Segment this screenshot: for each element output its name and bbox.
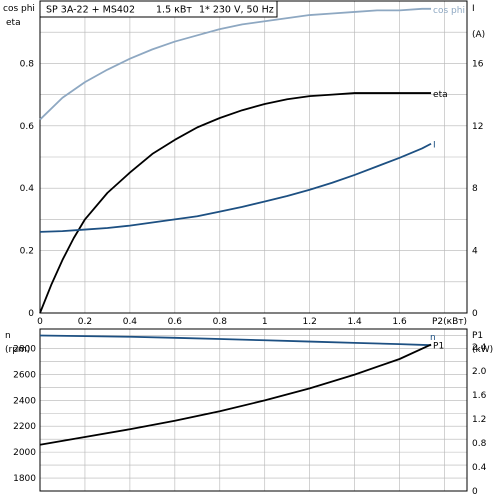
series-line-p1 [39, 343, 432, 446]
header-supply: 1* 230 V, 50 Hz [199, 5, 274, 16]
series-line-eta [39, 92, 432, 314]
bottom-plot-grid [39, 329, 467, 491]
top-right-tick-label: 16 [472, 59, 484, 69]
bottom-left-axis-label-unit: (rpm) [5, 345, 30, 355]
top-left-tick-label: 0.6 [20, 122, 35, 132]
series-line-cos-phi [39, 7, 432, 121]
series-line-n [39, 334, 432, 347]
top-right-tick-label: 0 [472, 309, 478, 319]
top-right-axis-label-unit: (A) [472, 30, 485, 40]
bottom-right-tick-label: 1.6 [472, 391, 487, 401]
bottom-left-tick-label: 2400 [13, 396, 36, 406]
top-right-tick-label: 8 [472, 184, 478, 194]
series-label-n: n [430, 333, 436, 343]
x-tick-label: 0.2 [78, 317, 92, 327]
top-plot-frame [39, 0, 468, 314]
series-label-i: I [433, 141, 436, 151]
x-tick-label: 1.4 [347, 317, 362, 327]
x-tick-label: 1 [262, 317, 268, 327]
top-left-axis-label-eta: eta [6, 18, 21, 28]
top-left-axis-label-cosphi: cos phi [3, 4, 35, 14]
bottom-left-tick-label: 2200 [13, 422, 36, 432]
x-tick-label: 0 [37, 317, 43, 327]
top-left-tick-label: 0.8 [20, 59, 35, 69]
top-left-tick-label: 0.2 [20, 247, 34, 257]
bottom-left-tick-label: 2000 [13, 448, 36, 458]
tick-labels: 0 0.2 0.4 0.6 0.8 1 1.2 1.4 1.6 0 0.2 0.4 0.6 0.8 0 4 8 1… [13, 59, 486, 497]
top-x-axis-label: P2(кВт) [432, 317, 467, 327]
header-model: SP 3A-22 + MS402 [46, 5, 135, 16]
x-tick-label: 1.6 [392, 317, 407, 327]
bottom-right-tick-label: 1.2 [472, 415, 486, 425]
bottom-right-tick-label: 0.4 [472, 463, 487, 473]
x-tick-label: 1.2 [303, 317, 317, 327]
series-lines [39, 7, 432, 446]
top-left-tick-label: 0.4 [20, 184, 35, 194]
header-power: 1.5 кВт [156, 5, 192, 16]
top-right-tick-label: 4 [472, 247, 478, 257]
bottom-right-tick-label: 2.0 [472, 367, 487, 377]
x-tick-label: 0.6 [168, 317, 183, 327]
bottom-left-axis-label-n: n [5, 331, 11, 341]
bottom-right-axis-label-p1: P1 [472, 331, 483, 341]
top-plot-grid [39, 1, 467, 313]
bottom-right-tick-label: 0 [472, 487, 478, 497]
bottom-right-axis-label-unit: (kW) [472, 345, 493, 355]
series-label-eta: eta [433, 90, 448, 100]
bottom-left-tick-label: 1800 [13, 474, 36, 484]
bottom-right-tick-label: 0.8 [472, 439, 487, 449]
bottom-left-tick-label: 2600 [13, 370, 36, 380]
series-label-cos-phi: cos phi [433, 6, 465, 16]
top-right-axis-label-i: I [472, 4, 475, 14]
x-tick-label: 0.4 [123, 317, 138, 327]
series-line-i [39, 142, 432, 233]
series-label-p1: P1 [433, 342, 444, 352]
bottom-left-tick-label: 2800 [13, 344, 36, 354]
top-left-tick-label: 0 [28, 309, 34, 319]
top-right-tick-label: 12 [472, 122, 483, 132]
x-tick-label: 0.8 [213, 317, 228, 327]
bottom-plot-frame [39, 328, 468, 492]
bottom-right-tick-label: 2.4 [472, 343, 487, 353]
